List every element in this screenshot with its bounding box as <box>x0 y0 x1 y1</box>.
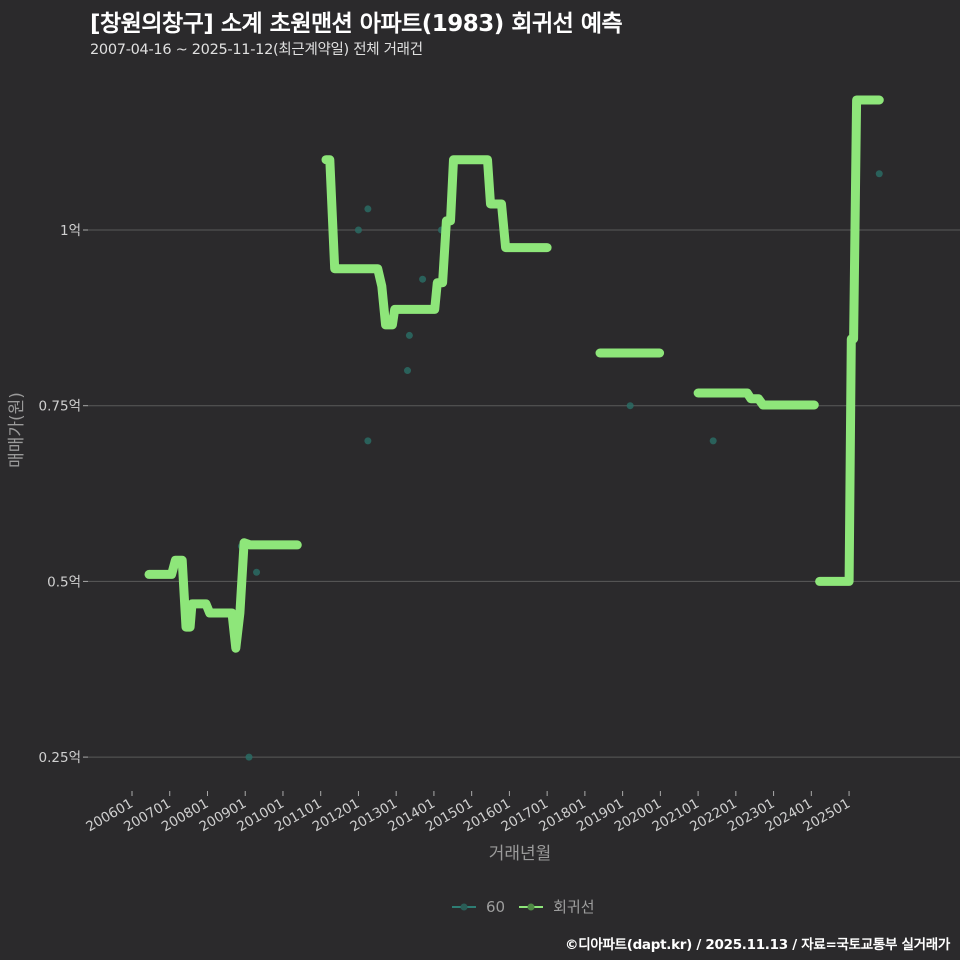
legend-key-scatter-icon <box>452 903 476 910</box>
y-tick-label: 1억 <box>60 223 81 239</box>
y-axis-title: 매매가(원) <box>7 392 27 468</box>
scatter-point <box>626 402 634 410</box>
scatter-point <box>419 275 427 283</box>
chart-title: [창원의창구] 소계 초원맨션 아파트(1983) 회귀선 예측 <box>90 11 623 37</box>
gridlines <box>88 229 960 758</box>
y-tick-label: 0.5억 <box>47 574 81 590</box>
y-axis: 0.25억 0.5억 0.75억 1억 <box>39 223 88 766</box>
x-axis: 2006012007012008012009012010012011012012… <box>83 791 853 835</box>
scatter-point <box>405 331 413 339</box>
scatter-point <box>709 437 717 445</box>
x-axis-title: 거래년월 <box>489 844 552 864</box>
legend-key-line-icon <box>519 903 544 910</box>
scatter-point <box>875 170 883 178</box>
scatter-point <box>354 226 362 234</box>
y-tick-label: 0.25억 <box>39 750 81 766</box>
scatter-point <box>245 753 253 761</box>
footer-credit: ©디아파트(dapt.kr) / 2025.11.13 / 자료=국토교통부 실… <box>565 937 950 953</box>
regression-line-segment <box>321 155 552 330</box>
chart-subtitle: 2007-04-16 ~ 2025-11-12(최근계약일) 전체 거래건 <box>90 42 423 58</box>
scatter-point <box>364 205 372 213</box>
regression-line-segment <box>815 95 884 586</box>
legend-label: 60 <box>486 897 506 916</box>
y-tick-label: 0.75억 <box>39 399 81 415</box>
legend-label: 회귀선 <box>553 898 595 916</box>
scatter-point <box>253 568 261 576</box>
regression-line-segment <box>144 538 302 653</box>
regression-line-segment <box>693 388 819 410</box>
scatter-point <box>404 367 412 375</box>
legend-item-regression[interactable]: 회귀선 <box>519 896 595 917</box>
scatter-point <box>364 437 372 445</box>
legend-item-60[interactable]: 60 <box>452 898 505 916</box>
legend: 60 회귀선 <box>452 896 601 917</box>
regression-line-series <box>144 95 884 653</box>
